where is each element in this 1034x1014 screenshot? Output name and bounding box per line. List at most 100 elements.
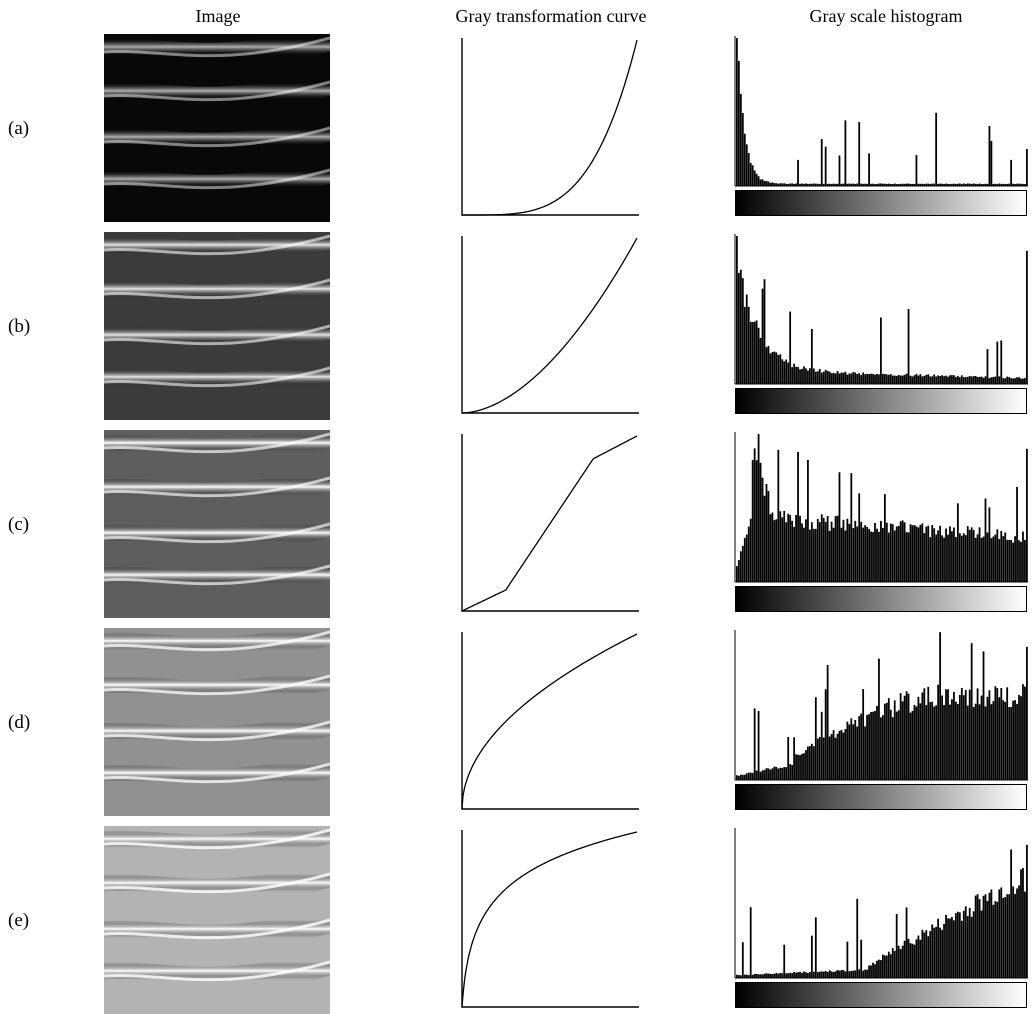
- histogram-bar: [970, 527, 973, 582]
- histogram-bar: [769, 353, 772, 384]
- histogram-bar: [820, 711, 823, 780]
- histogram-bar: [824, 369, 827, 384]
- histogram-bar: [889, 183, 892, 186]
- histogram-bar: [964, 377, 967, 384]
- histogram-bar: [803, 366, 805, 384]
- histogram-bar: [1006, 376, 1009, 384]
- histogram-bar: [1000, 340, 1003, 384]
- histogram-bar: [749, 907, 752, 978]
- histogram-bar: [844, 371, 847, 384]
- histogram-bar: [966, 183, 969, 186]
- histogram-bar: [951, 531, 953, 582]
- histogram-bar: [980, 184, 983, 186]
- histogram-bar: [1012, 542, 1014, 582]
- histogram-bar: [789, 514, 792, 582]
- histogram-bar: [771, 512, 774, 582]
- histogram-bar: [844, 971, 847, 978]
- histogram-bar: [783, 183, 786, 186]
- histogram-bar: [1020, 696, 1022, 780]
- histogram-bar: [751, 165, 754, 186]
- histogram-bar: [966, 916, 969, 978]
- histogram-bar: [838, 730, 841, 780]
- histogram-bar: [899, 949, 902, 978]
- histogram-bar: [974, 703, 977, 780]
- histogram-bar: [791, 765, 794, 780]
- histogram-bar: [889, 374, 892, 384]
- histogram-bar: [872, 373, 874, 384]
- histogram-bar: [805, 368, 807, 384]
- histogram-bar: [903, 183, 906, 186]
- histogram-bar: [935, 376, 938, 384]
- histogram-bar: [836, 515, 839, 582]
- histogram-bar: [929, 376, 932, 384]
- histogram-bar: [820, 514, 823, 582]
- histogram-bar: [767, 768, 770, 780]
- histogram-bar: [862, 689, 865, 780]
- histogram-bar: [745, 294, 748, 384]
- histogram-bar: [779, 354, 782, 384]
- histogram-bar: [755, 173, 758, 186]
- histogram-bar: [1024, 539, 1026, 582]
- row-label: (d): [8, 712, 31, 733]
- histogram-bar: [878, 658, 880, 780]
- histogram-bar: [962, 695, 965, 780]
- image-band: [104, 115, 330, 159]
- histogram-bar: [1010, 849, 1013, 978]
- image-highlight: [104, 918, 330, 940]
- image-highlight: [104, 432, 330, 454]
- histogram-bar: [856, 183, 859, 186]
- histogram-bar: [968, 183, 971, 186]
- histogram-bar: [927, 686, 930, 780]
- histogram-bar: [812, 528, 815, 582]
- histogram-bar: [862, 183, 865, 186]
- histogram-bar: [1010, 539, 1013, 582]
- histogram-bar: [876, 960, 878, 978]
- histogram-bar: [880, 717, 882, 780]
- histogram-bar: [822, 517, 825, 582]
- histogram-bar: [913, 944, 916, 978]
- histogram-bar: [1002, 700, 1005, 780]
- histogram-bar: [1018, 540, 1020, 582]
- histogram-bar: [803, 971, 805, 978]
- gray-scale-bar: [735, 388, 1027, 414]
- histogram-bar: [739, 269, 742, 384]
- sample-image: [104, 34, 330, 222]
- row-label: (c): [8, 514, 30, 535]
- histogram-bar: [951, 375, 953, 384]
- histogram-bar: [962, 377, 965, 384]
- histogram-bar: [923, 932, 926, 978]
- histogram-bar: [937, 183, 940, 186]
- histogram-bar: [787, 736, 790, 780]
- histogram-bar: [866, 526, 868, 582]
- histogram-bar: [931, 183, 934, 186]
- histogram-bar: [848, 724, 851, 780]
- curve-axes: [461, 632, 639, 810]
- histogram-bar: [781, 767, 784, 780]
- histogram-bar: [1010, 378, 1013, 384]
- histogram-bar: [931, 701, 934, 780]
- histogram-bar: [960, 184, 963, 186]
- histogram-bar: [862, 970, 865, 978]
- histogram-bar: [805, 519, 807, 582]
- histogram-bar: [852, 724, 855, 780]
- histogram-bar: [953, 527, 955, 582]
- histogram-bar: [771, 974, 774, 978]
- histogram-bar: [945, 183, 947, 186]
- histogram-bar: [955, 376, 957, 384]
- histogram-bar: [996, 184, 999, 186]
- histogram-bar: [909, 524, 912, 582]
- histogram-bar: [807, 370, 809, 384]
- histogram-bar: [777, 973, 780, 978]
- histogram-bar: [972, 706, 975, 780]
- histogram-bar: [923, 688, 926, 780]
- histogram-bar: [988, 690, 991, 780]
- histogram-bar: [810, 183, 813, 186]
- histogram-bar: [901, 183, 904, 186]
- histogram-bar: [739, 551, 742, 582]
- histogram-bar: [970, 376, 973, 384]
- histogram-bar: [951, 917, 953, 978]
- transform-curve-plot: [461, 434, 639, 612]
- histogram-bar: [840, 372, 843, 384]
- histogram-bar: [927, 525, 930, 582]
- histogram-bar: [775, 183, 778, 186]
